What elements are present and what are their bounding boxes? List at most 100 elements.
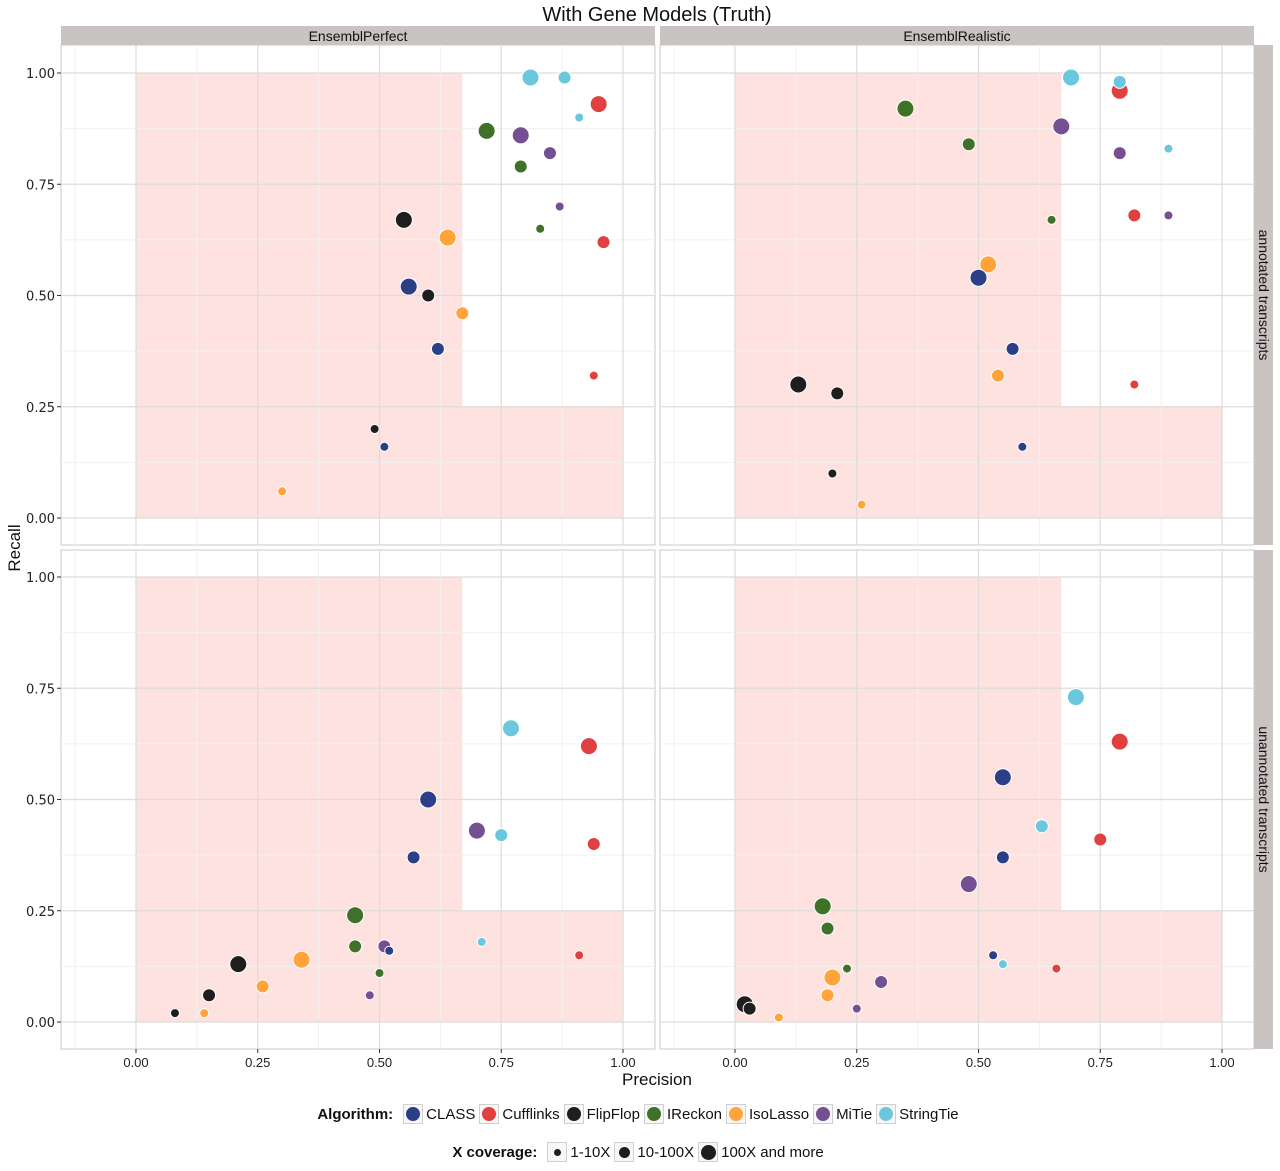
legend-item-coverage: 10-100X xyxy=(614,1142,694,1162)
data-point-isolasso xyxy=(821,989,834,1002)
data-point-mitie xyxy=(512,127,529,144)
data-point-class xyxy=(1018,442,1027,451)
data-point-ireckon xyxy=(514,160,527,173)
data-point-stringtie xyxy=(1164,144,1173,153)
y-tick-label: 0.25 xyxy=(26,401,55,416)
x-tick-label: 0.25 xyxy=(245,1055,270,1070)
data-point-stringtie xyxy=(502,720,519,737)
legend-color-dot xyxy=(816,1107,831,1121)
facet-strip-column xyxy=(660,26,1254,45)
legend-item-coverage: 1-10X xyxy=(547,1142,610,1162)
data-point-stringtie xyxy=(477,937,486,946)
y-tick-label: 0.00 xyxy=(26,512,55,527)
data-point-class xyxy=(994,769,1011,786)
y-tick-label: 0.00 xyxy=(26,1016,55,1031)
legend-label: StringTie xyxy=(899,1105,959,1123)
facet-panel xyxy=(659,44,1255,546)
data-point-cufflinks xyxy=(1128,209,1141,222)
data-point-stringtie xyxy=(1067,689,1084,706)
x-tick-label: 0.50 xyxy=(367,1055,392,1070)
legend-size-dot xyxy=(553,1148,561,1156)
data-point-isolasso xyxy=(980,256,997,273)
data-point-ireckon xyxy=(821,922,834,935)
y-tick-label: 0.50 xyxy=(26,290,55,305)
coverage-legend: X coverage: 1-10X 10-100X 100X and more xyxy=(0,1142,1280,1162)
legend-key xyxy=(698,1142,719,1162)
legend-size-dot xyxy=(618,1146,630,1158)
x-axis-label: Precision xyxy=(622,1070,692,1089)
legend-color-dot xyxy=(729,1107,744,1121)
coverage-legend-title: X coverage: xyxy=(452,1143,538,1161)
legend-item-class: CLASS xyxy=(403,1104,475,1124)
data-point-ireckon xyxy=(1047,215,1056,224)
data-point-ireckon xyxy=(536,224,545,233)
facet-row-label: annotated transcripts xyxy=(1256,230,1272,361)
data-point-cufflinks xyxy=(1052,964,1061,973)
data-point-flipflop xyxy=(170,1009,179,1018)
data-point-mitie xyxy=(555,202,564,211)
data-point-isolasso xyxy=(991,369,1004,382)
data-point-stringtie xyxy=(1035,820,1048,833)
x-tick-label: 1.00 xyxy=(610,1055,635,1070)
data-point-cufflinks xyxy=(590,96,607,113)
facet-panel xyxy=(60,549,656,1050)
legend-key xyxy=(726,1104,747,1124)
data-point-ireckon xyxy=(347,907,364,924)
x-tick-label: 1.00 xyxy=(1209,1055,1234,1070)
legend-key xyxy=(813,1104,834,1124)
x-tick-label: 0.75 xyxy=(1088,1055,1113,1070)
data-point-class xyxy=(996,851,1009,864)
data-point-stringtie xyxy=(495,829,508,842)
data-point-isolasso xyxy=(774,1013,783,1022)
data-point-flipflop xyxy=(743,1002,756,1015)
data-point-cufflinks xyxy=(580,738,597,755)
legend-color-dot xyxy=(879,1107,894,1121)
data-point-mitie xyxy=(1053,118,1070,135)
data-point-cufflinks xyxy=(575,951,584,960)
legend-color-dot xyxy=(482,1107,497,1121)
data-point-flipflop xyxy=(370,425,379,433)
legend-label: FlipFlop xyxy=(586,1105,640,1123)
data-point-mitie xyxy=(543,147,556,160)
legend-color-dot xyxy=(406,1107,421,1121)
y-tick-label: 1.00 xyxy=(26,67,55,82)
legend-key xyxy=(403,1104,424,1124)
legend-key xyxy=(479,1104,500,1124)
data-point-mitie xyxy=(468,822,485,839)
data-point-stringtie xyxy=(998,960,1007,969)
legend-item-coverage: 100X and more xyxy=(698,1142,824,1162)
x-tick-label: 0.50 xyxy=(966,1055,991,1070)
data-point-flipflop xyxy=(230,956,247,973)
data-point-isolasso xyxy=(278,487,287,496)
data-point-class xyxy=(431,342,444,355)
data-point-ireckon xyxy=(843,964,852,973)
data-point-stringtie xyxy=(575,113,584,122)
data-point-flipflop xyxy=(395,211,412,228)
data-point-isolasso xyxy=(824,969,841,986)
data-point-class xyxy=(970,269,987,286)
legend-color-dot xyxy=(566,1107,581,1121)
data-point-isolasso xyxy=(293,951,310,968)
data-point-mitie xyxy=(852,1004,861,1013)
facet-panel xyxy=(60,44,656,546)
facet-strip-row xyxy=(1254,550,1273,1049)
y-tick-label: 1.00 xyxy=(26,571,55,586)
data-point-ireckon xyxy=(349,940,362,953)
y-tick-label: 0.25 xyxy=(26,905,55,920)
data-point-stringtie xyxy=(1063,69,1080,86)
legend-key xyxy=(563,1104,584,1124)
data-point-ireckon xyxy=(478,122,495,139)
data-point-flipflop xyxy=(422,289,435,302)
legend-key xyxy=(547,1142,568,1162)
legend-label: IsoLasso xyxy=(749,1105,810,1123)
legend-label: CLASS xyxy=(426,1105,476,1123)
legend-item-stringtie: StringTie xyxy=(876,1104,959,1124)
data-point-stringtie xyxy=(1113,75,1126,88)
chart-title: With Gene Models (Truth) xyxy=(542,4,771,26)
data-point-mitie xyxy=(1113,147,1126,160)
data-point-ireckon xyxy=(814,898,831,915)
algorithm-legend-title: Algorithm: xyxy=(317,1105,394,1123)
y-tick-label: 0.75 xyxy=(26,682,55,697)
data-point-cufflinks xyxy=(597,236,610,249)
legend-item-isolasso: IsoLasso xyxy=(726,1104,809,1124)
